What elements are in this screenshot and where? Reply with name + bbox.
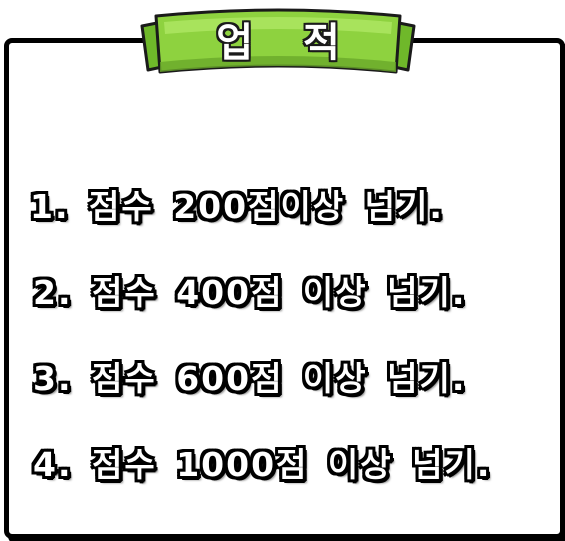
achievement-item: 4. 점수 1000점 이상 넘기.: [33, 445, 492, 484]
ribbon-icon: [140, 8, 416, 74]
achievements-panel: [4, 38, 565, 539]
achievements-title: 업 적: [215, 19, 358, 67]
achievement-item: 1. 점수 200점이상 넘기.: [30, 187, 444, 226]
achievement-item: 2. 점수 400점 이상 넘기.: [33, 273, 467, 312]
achievement-item: 3. 점수 600점 이상 넘기.: [33, 359, 467, 398]
title-banner: 업 적: [138, 6, 418, 88]
